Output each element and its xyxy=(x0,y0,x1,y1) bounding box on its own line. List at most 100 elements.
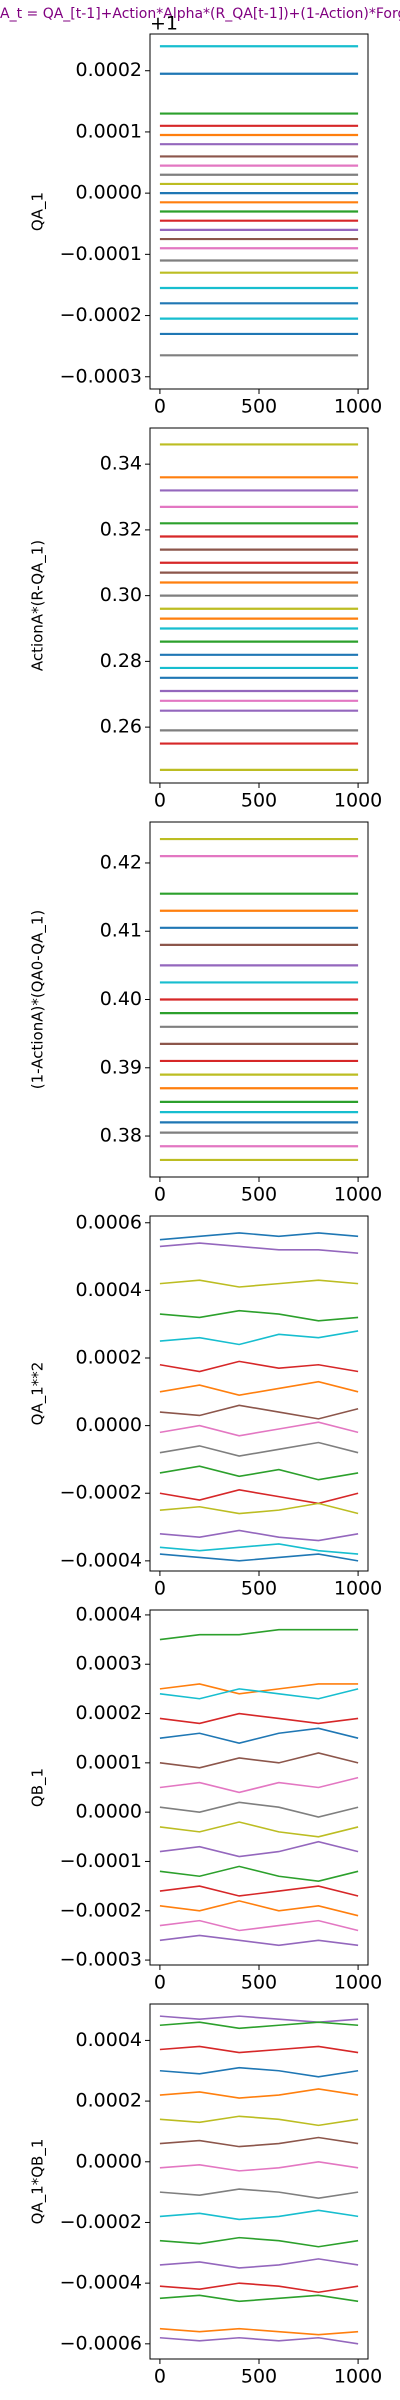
axes-frame xyxy=(149,2003,369,2360)
y-tick-label: −0.0002 xyxy=(60,1482,142,1504)
y-axis-label: QA_1 xyxy=(29,192,48,231)
x-tick-label: 0 xyxy=(154,396,166,418)
x-tick-label: 1000 xyxy=(334,1578,382,1600)
x-tick-label: 0 xyxy=(154,1578,166,1600)
y-tick-label: −0.0006 xyxy=(60,2332,142,2354)
series-line xyxy=(159,2294,359,2303)
series-line xyxy=(159,1712,359,1725)
y-tick-label: 0.38 xyxy=(100,1125,142,1147)
y-offset-label: +1 xyxy=(150,13,178,35)
y-tick-label: 0.0000 xyxy=(76,2150,142,2172)
y-tick-label: −0.0002 xyxy=(60,2211,142,2233)
series-line xyxy=(159,1309,359,1322)
x-tick-label: 500 xyxy=(241,2366,277,2388)
x-tick-label: 1000 xyxy=(334,396,382,418)
series-line xyxy=(159,2015,359,2024)
series-line xyxy=(159,1421,359,1437)
x-tick-label: 0 xyxy=(154,1184,166,1206)
y-tick-label: −0.0004 xyxy=(60,1549,142,1571)
series-line xyxy=(159,2045,359,2054)
axes-frame xyxy=(149,1215,369,1572)
y-tick-label: 0.0003 xyxy=(76,1653,142,1675)
y-axis-label: QA_1*QB_1 xyxy=(29,2139,48,2225)
series-line xyxy=(159,2115,359,2127)
series-line xyxy=(159,2021,359,2030)
y-tick-label: 0.40 xyxy=(100,988,142,1010)
series-line xyxy=(159,1360,359,1373)
y-axis-label: QA_1**2 xyxy=(29,1362,48,1426)
series-line xyxy=(159,1919,359,1932)
y-tick-label: −0.0001 xyxy=(60,243,142,265)
y-tick-label: 0.0001 xyxy=(76,1751,142,1773)
y-tick-label: 0.0000 xyxy=(76,1414,142,1436)
y-tick-label: 0.41 xyxy=(100,920,142,942)
series-line xyxy=(159,1529,359,1542)
x-tick-label: 0 xyxy=(154,2366,166,2388)
x-tick-label: 1000 xyxy=(334,2366,382,2388)
x-tick-label: 500 xyxy=(241,1184,277,1206)
y-tick-label: −0.0003 xyxy=(60,1949,142,1971)
series-line xyxy=(159,1628,359,1641)
x-tick-label: 1000 xyxy=(334,790,382,812)
series-line xyxy=(159,1441,359,1457)
figure-title: A_t = QA_[t-1]+Action*Alpha*(R_QA[t-1])+… xyxy=(0,6,400,22)
x-tick-label: 1000 xyxy=(334,1972,382,1994)
y-tick-label: 0.0000 xyxy=(76,182,142,204)
y-tick-label: 0.0002 xyxy=(76,1347,142,1369)
series-line xyxy=(159,2282,359,2294)
y-tick-label: 0.0002 xyxy=(76,59,142,81)
series-line xyxy=(159,2336,359,2345)
series-line xyxy=(159,1840,359,1858)
x-tick-label: 500 xyxy=(241,396,277,418)
series-line xyxy=(159,2258,359,2269)
series-line xyxy=(159,2188,359,2199)
x-tick-label: 500 xyxy=(241,1578,277,1600)
series-line xyxy=(159,1465,359,1481)
series-line xyxy=(159,1502,359,1515)
y-tick-label: −0.0001 xyxy=(60,1850,142,1872)
series-line xyxy=(159,1885,359,1897)
y-tick-label: 0.0004 xyxy=(76,1279,142,1301)
x-tick-label: 500 xyxy=(241,1972,277,1994)
y-axis-label: QB_1 xyxy=(29,1768,48,1807)
y-tick-label: −0.0002 xyxy=(60,304,142,326)
series-line xyxy=(159,1683,359,1695)
series-line xyxy=(159,1865,359,1882)
x-tick-label: 0 xyxy=(154,1972,166,1994)
y-tick-label: −0.0004 xyxy=(60,2272,142,2294)
y-tick-label: 0.42 xyxy=(100,851,142,873)
series-line xyxy=(159,1232,359,1241)
series-line xyxy=(159,2327,359,2336)
y-tick-label: −0.0003 xyxy=(60,365,142,387)
y-tick-label: 0.30 xyxy=(100,584,142,606)
y-tick-label: 0.26 xyxy=(100,716,142,738)
y-tick-label: −0.0002 xyxy=(60,1899,142,1921)
series-line xyxy=(159,2160,359,2172)
series-line xyxy=(159,1801,359,1818)
y-tick-label: 0.0001 xyxy=(76,120,142,142)
x-tick-label: 0 xyxy=(154,790,166,812)
series-line xyxy=(159,1330,359,1346)
y-tick-label: 0.0006 xyxy=(76,1211,142,1233)
y-tick-label: 0.32 xyxy=(100,518,142,540)
y-tick-label: 0.0000 xyxy=(76,1801,142,1823)
series-line xyxy=(159,2236,359,2248)
y-tick-label: 0.0004 xyxy=(76,2029,142,2051)
series-line xyxy=(159,1489,359,1505)
series-line xyxy=(159,2209,359,2221)
y-tick-label: 0.0004 xyxy=(76,1603,142,1625)
y-tick-label: 0.28 xyxy=(100,650,142,672)
x-tick-label: 500 xyxy=(241,790,277,812)
series-line xyxy=(159,1776,359,1794)
series-line xyxy=(159,1821,359,1838)
series-line xyxy=(159,1688,359,1700)
series-line xyxy=(159,1752,359,1769)
x-tick-label: 1000 xyxy=(334,1184,382,1206)
series-line xyxy=(159,1279,359,1288)
series-line xyxy=(159,1553,359,1562)
y-tick-label: 0.0002 xyxy=(76,1702,142,1724)
series-line xyxy=(159,1934,359,1947)
y-tick-label: 0.39 xyxy=(100,1056,142,1078)
